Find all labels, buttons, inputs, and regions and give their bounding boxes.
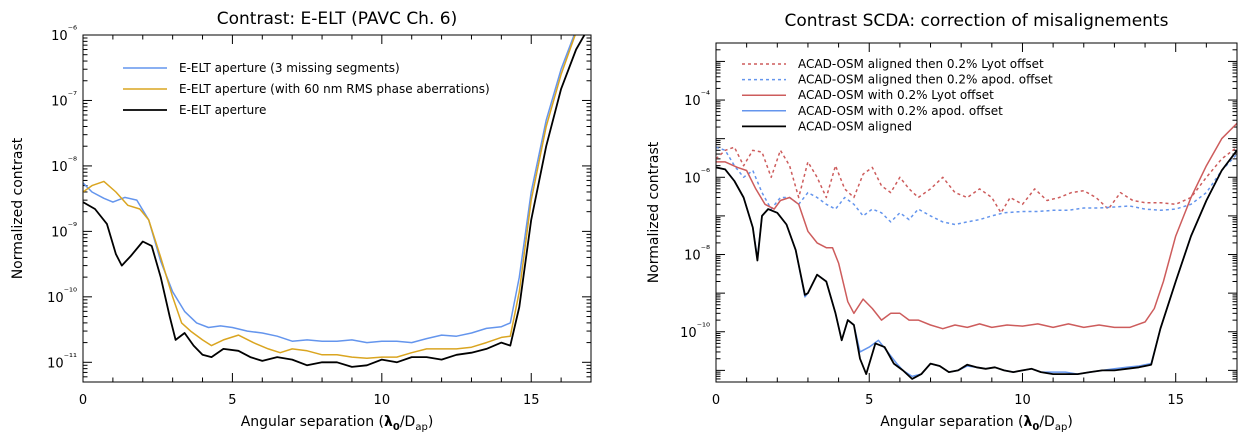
chart-1: Contrast: E-ELT (PAVC Ch. 6) Normalized c…: [10, 9, 592, 408]
legend-label: ACAD-OSM aligned then 0.2% Lyot offset: [798, 57, 1044, 71]
x-tick-label: 0: [712, 393, 720, 408]
legend-label: ACAD-OSM with 0.2% apod. offset: [798, 104, 1003, 118]
y-tick-label: 10⁻⁹: [51, 221, 77, 240]
x-tick-label: 5: [228, 393, 236, 408]
legend-label: ACAD-OSM aligned then 0.2% apod. offset: [798, 73, 1053, 87]
plot-frame: [82, 34, 592, 383]
series-line-3: [716, 122, 1237, 330]
plot-frame: [715, 42, 1238, 383]
x-tick-label: 15: [523, 393, 540, 408]
y-tick-label: 10⁻⁸: [684, 245, 710, 264]
legend-label: E-ELT aperture: [179, 103, 266, 117]
x-tick-label: 5: [865, 393, 873, 408]
legend-label: E-ELT aperture (with 60 nm RMS phase abe…: [179, 82, 490, 96]
chart-title: Contrast: E-ELT (PAVC Ch. 6): [217, 9, 457, 29]
x-tick-label: 10: [1014, 393, 1031, 408]
x-axis-label: Angular separation (λ0/Dap): [880, 414, 1073, 433]
chart-2: Contrast SCDA: correction of misaligneme…: [646, 11, 1238, 408]
series-line-1: [83, 35, 575, 344]
y-tick-label: 10⁻⁶: [684, 167, 710, 186]
legend-label: ACAD-OSM with 0.2% Lyot offset: [798, 88, 994, 102]
x-axis-label: Angular separation (λ0/Dap): [241, 414, 434, 433]
series-line-5: [716, 149, 1237, 380]
series-line-1: [716, 146, 1237, 214]
y-axis-label: Normalized contrast: [10, 137, 26, 279]
x-tick-label: 15: [1167, 393, 1184, 408]
y-tick-label: 10⁻¹¹: [47, 352, 77, 371]
y-tick-label: 10⁻⁶: [51, 25, 77, 44]
y-tick-label: 10⁻⁸: [51, 156, 77, 175]
y-axis-label: Normalized contrast: [646, 141, 662, 283]
chart-title: Contrast SCDA: correction of misaligneme…: [785, 11, 1169, 31]
x-tick-label: 10: [374, 393, 391, 408]
x-tick-label: 0: [79, 393, 87, 408]
legend-label: ACAD-OSM aligned: [798, 119, 912, 133]
y-tick-label: 10⁻¹⁰: [47, 287, 77, 306]
legend-label: E-ELT aperture (3 missing segments): [179, 61, 400, 75]
y-tick-label: 10⁻⁷: [51, 90, 77, 109]
series-line-3: [83, 35, 586, 368]
series-line-2: [716, 146, 1237, 226]
y-tick-label: 10⁻¹⁰: [680, 322, 710, 341]
series-line-2: [83, 35, 576, 360]
y-tick-label: 10⁻⁴: [684, 90, 710, 109]
